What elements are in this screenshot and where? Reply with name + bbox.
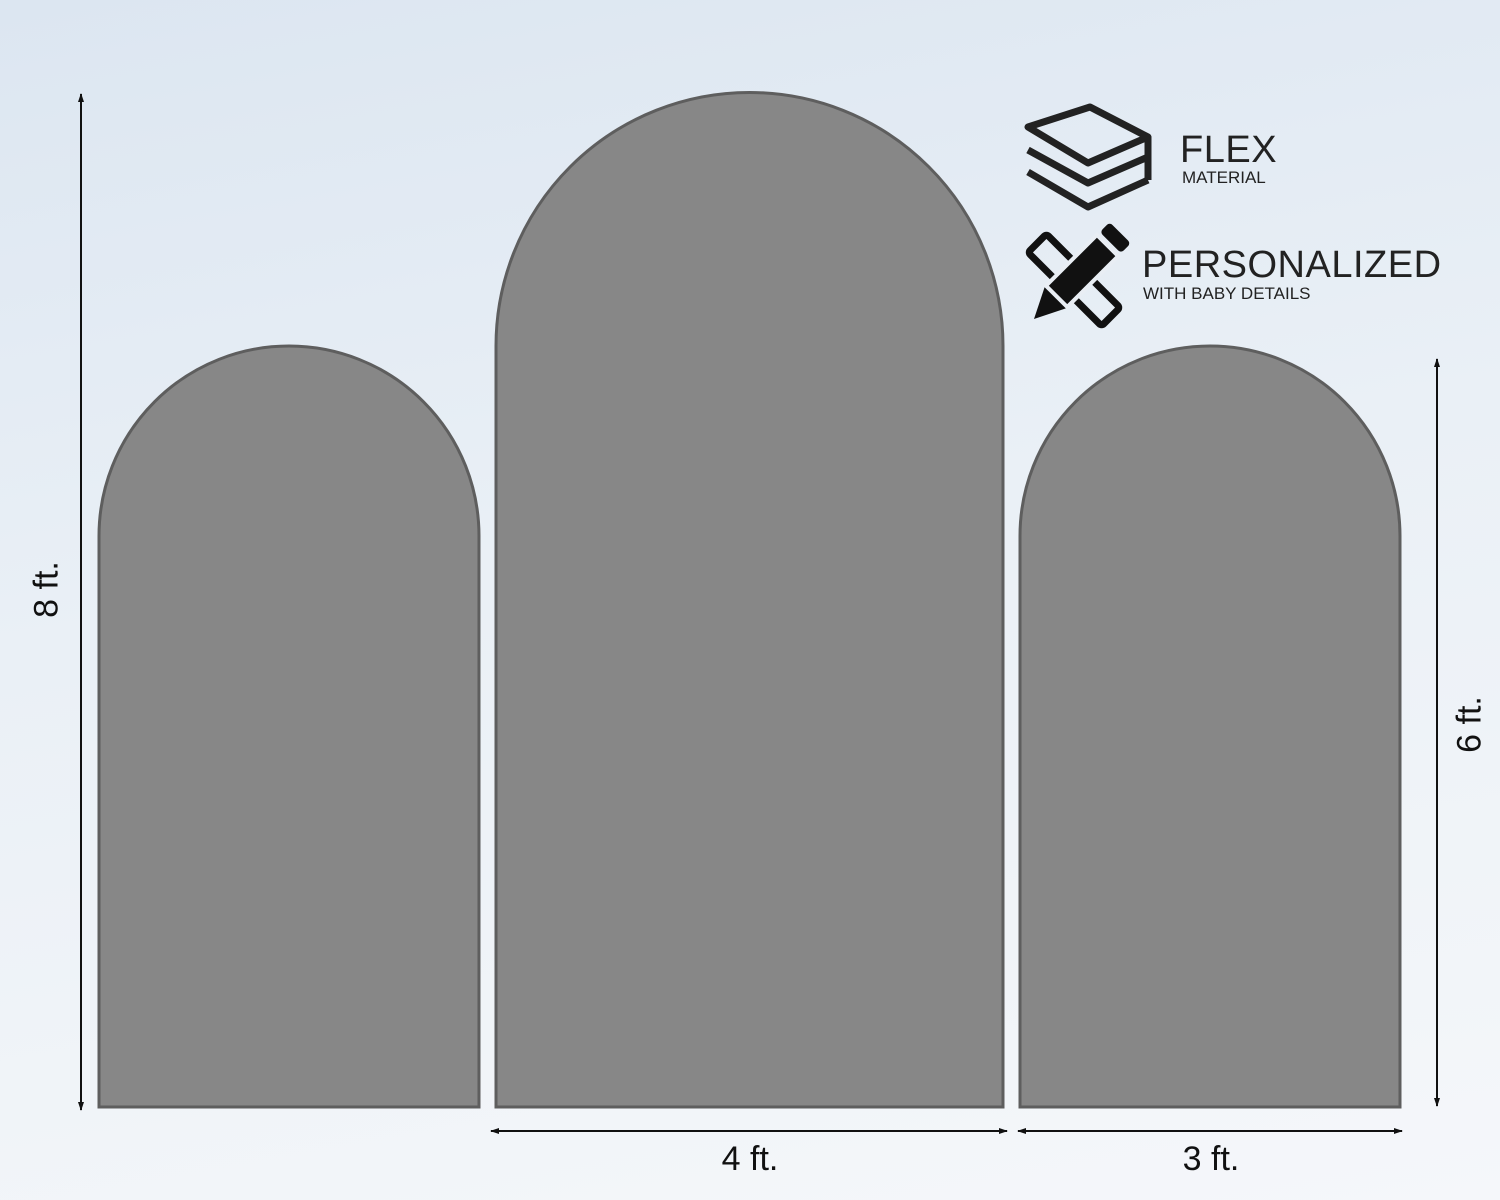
left-arch-panel bbox=[97, 344, 481, 1109]
layers-icon bbox=[1024, 103, 1152, 211]
feature-personalized-title: PERSONALIZED bbox=[1142, 244, 1442, 286]
feature-flex-subtitle: MATERIAL bbox=[1182, 168, 1266, 187]
feature-personalized-subtitle: WITH BABY DETAILS bbox=[1143, 284, 1311, 303]
height-8ft-label: 8 ft. bbox=[27, 561, 66, 618]
pencil-ruler-icon bbox=[1025, 223, 1130, 329]
right-arch-panel bbox=[1018, 344, 1402, 1109]
width-4ft-label: 4 ft. bbox=[721, 1140, 779, 1178]
center-arch-panel bbox=[494, 91, 1005, 1109]
width-3ft-label: 3 ft. bbox=[1182, 1140, 1240, 1178]
feature-flex-title: FLEX bbox=[1180, 129, 1278, 171]
height-6ft-label: 6 ft. bbox=[1450, 696, 1489, 753]
